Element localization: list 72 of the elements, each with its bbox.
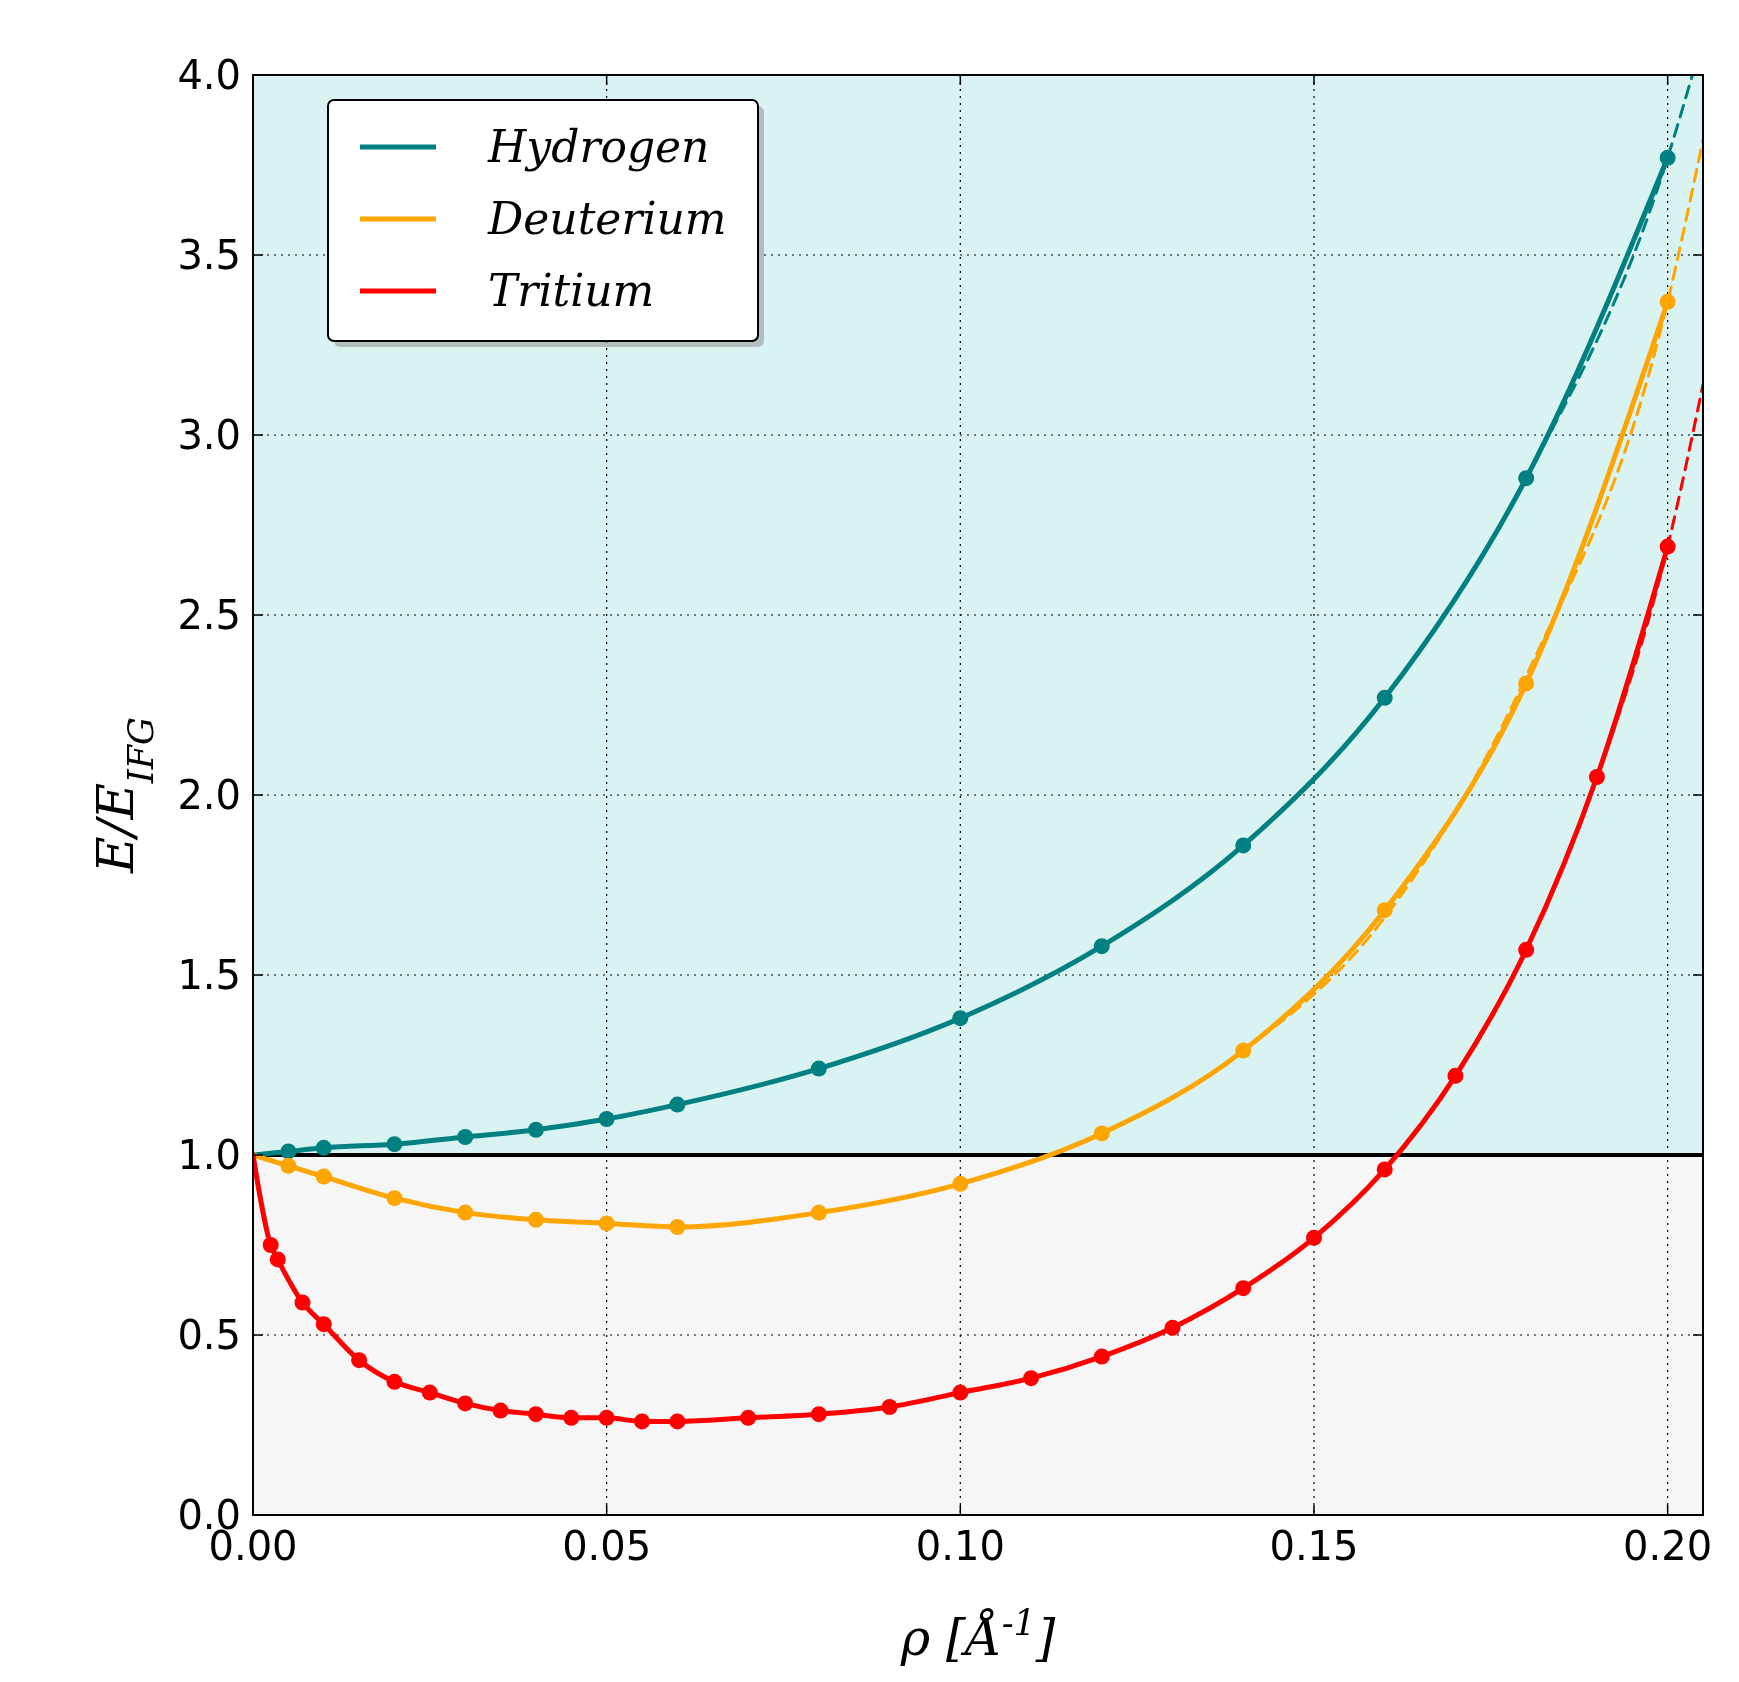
point xyxy=(598,1215,615,1232)
point xyxy=(881,1399,898,1415)
point xyxy=(457,1129,474,1145)
y-tick-label: 0.5 xyxy=(177,1312,241,1358)
point xyxy=(810,1406,827,1423)
point xyxy=(952,1010,969,1027)
point xyxy=(280,1143,297,1160)
point xyxy=(1518,675,1535,692)
point xyxy=(669,1219,686,1235)
point xyxy=(1588,769,1605,785)
x-axis-title: ρ [Å$^{-1}$] xyxy=(899,1603,1056,1667)
point xyxy=(1235,1280,1252,1297)
point xyxy=(1093,1125,1110,1142)
x-tick-label: 0.20 xyxy=(1623,1523,1713,1569)
point xyxy=(740,1409,757,1426)
point xyxy=(1447,1067,1464,1084)
point xyxy=(810,1204,827,1221)
point xyxy=(669,1096,686,1113)
y-tick-label: 1.5 xyxy=(177,952,241,998)
point xyxy=(492,1402,509,1419)
point xyxy=(386,1136,403,1153)
point xyxy=(315,1139,332,1156)
y-tick-label: 4.0 xyxy=(177,52,241,98)
point xyxy=(294,1294,311,1311)
point xyxy=(598,1409,615,1426)
point xyxy=(1235,837,1252,854)
point xyxy=(598,1111,615,1127)
point xyxy=(1376,689,1393,706)
y-tick-label: 2.5 xyxy=(177,592,241,638)
x-tick-label: 0.10 xyxy=(915,1523,1005,1569)
point xyxy=(527,1121,544,1138)
point xyxy=(1093,938,1110,955)
point xyxy=(457,1395,474,1412)
point xyxy=(1023,1370,1040,1387)
point xyxy=(563,1409,580,1426)
point xyxy=(1659,293,1676,310)
point xyxy=(527,1211,544,1228)
point xyxy=(810,1060,827,1077)
x-tick-label: 0.15 xyxy=(1269,1523,1359,1569)
x-tick-label: 0.05 xyxy=(562,1523,652,1569)
point xyxy=(1093,1348,1110,1365)
point xyxy=(1659,149,1676,166)
y-tick-label: 2.0 xyxy=(177,772,241,818)
point xyxy=(421,1384,438,1401)
legend-label: Tritium xyxy=(488,265,655,316)
point xyxy=(386,1190,403,1207)
y-tick-label: 1.0 xyxy=(177,1132,241,1178)
point xyxy=(1518,941,1535,958)
point xyxy=(386,1373,403,1390)
point xyxy=(1164,1319,1181,1336)
point xyxy=(1305,1229,1322,1246)
point xyxy=(634,1413,651,1430)
point xyxy=(315,1168,332,1185)
point xyxy=(315,1316,332,1333)
point xyxy=(1376,902,1393,919)
point xyxy=(457,1204,474,1221)
y-tick-label: 3.0 xyxy=(177,412,241,458)
legend-label: Hydrogen xyxy=(487,121,710,172)
point xyxy=(351,1352,368,1369)
point xyxy=(952,1384,969,1401)
point xyxy=(1518,470,1535,487)
point xyxy=(1376,1161,1393,1178)
point xyxy=(669,1413,686,1430)
point xyxy=(269,1251,286,1268)
point xyxy=(952,1175,969,1192)
point xyxy=(1659,538,1676,555)
legend-label: Deuterium xyxy=(487,193,727,244)
point xyxy=(262,1237,279,1253)
point xyxy=(1235,1042,1252,1059)
y-tick-label: 3.5 xyxy=(177,232,241,278)
point xyxy=(280,1157,297,1174)
point xyxy=(527,1406,544,1423)
